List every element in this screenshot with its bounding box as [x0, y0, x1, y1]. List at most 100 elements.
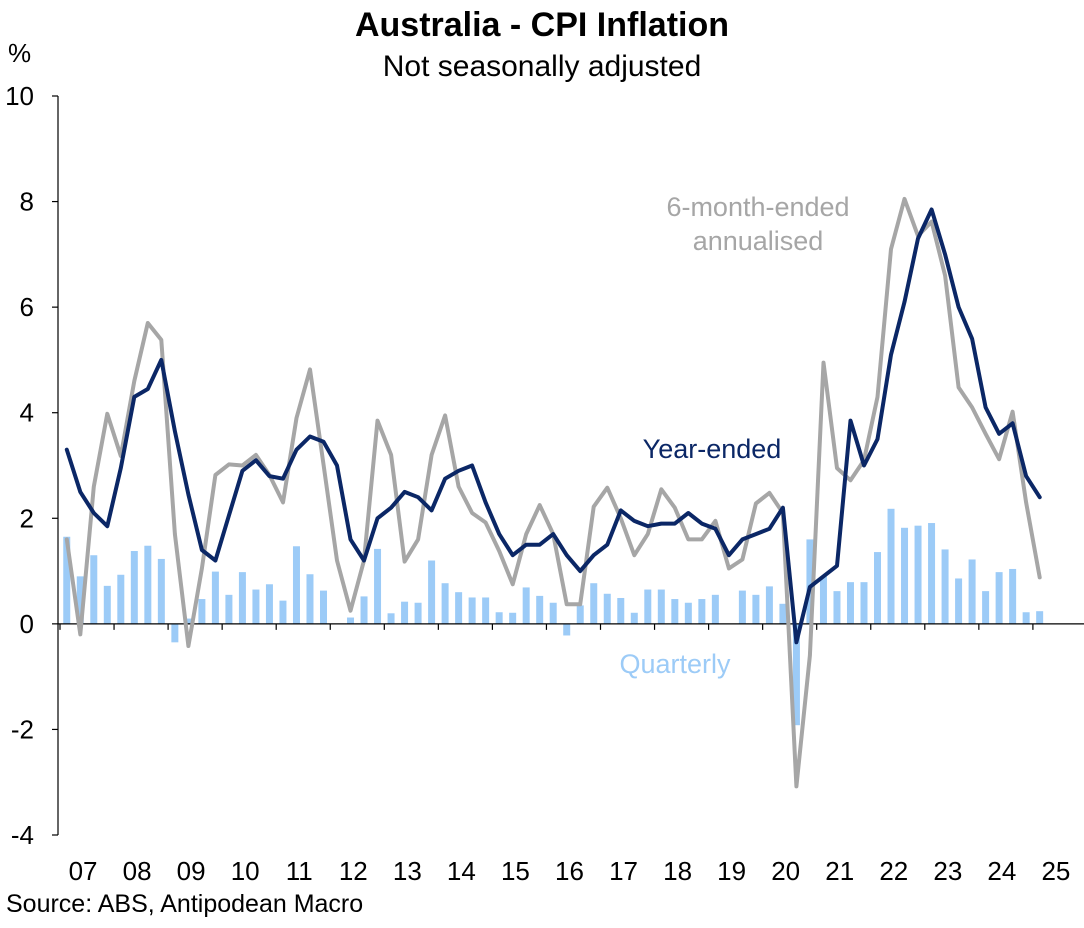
quarterly-bar: [252, 589, 260, 624]
quarterly-bar: [860, 582, 868, 624]
annotation-six_month: annualised: [693, 226, 824, 256]
quarterly-bar: [414, 602, 422, 624]
quarterly-bar: [792, 623, 800, 726]
x-tick-label: 22: [879, 856, 908, 886]
quarterly-bar: [779, 603, 787, 624]
annotation-six_month: 6-month-ended: [666, 192, 849, 222]
quarterly-bar: [387, 613, 395, 624]
x-tick-label: 11: [286, 856, 313, 886]
quarterly-bar: [522, 587, 530, 624]
y-tick-label: -2: [11, 714, 34, 744]
quarterly-bar: [549, 602, 557, 624]
quarterly-bar: [319, 590, 327, 624]
quarterly-bar: [130, 551, 138, 624]
annotation-quarterly: Quarterly: [619, 649, 731, 679]
quarterly-bar: [738, 590, 746, 624]
annotations: 6-month-ended annualised Year-ended Quarter…: [619, 192, 849, 679]
quarterly-bar: [941, 549, 949, 624]
quarterly-bar: [279, 600, 287, 624]
quarterly-bar: [509, 612, 517, 624]
quarterly-bar: [711, 594, 719, 624]
quarterly-bar: [225, 594, 233, 624]
y-tick-label: 4: [20, 398, 34, 428]
quarterly-bar: [306, 574, 314, 624]
quarterly-bar: [157, 558, 165, 624]
quarterly-bar: [441, 583, 449, 624]
quarterly-bar: [874, 552, 882, 624]
quarterly-bar: [103, 585, 111, 624]
x-tick-label: 10: [231, 856, 260, 886]
y-tick-label: 0: [20, 609, 34, 639]
x-tick-label: 18: [663, 856, 692, 886]
quarterly-bar: [590, 583, 598, 624]
quarterly-bar: [347, 617, 355, 624]
quarterly-bar: [955, 578, 963, 624]
quarterly-bar: [482, 597, 490, 624]
quarterly-bar: [184, 618, 192, 624]
x-tick-label: 13: [393, 856, 422, 886]
y-tick-label: 6: [20, 292, 34, 322]
chart-subtitle: Not seasonally adjusted: [382, 50, 702, 83]
x-tick-label: 23: [933, 856, 962, 886]
quarterly-bar: [901, 527, 909, 624]
quarterly-bar: [401, 601, 409, 624]
quarterly-bar: [1009, 568, 1017, 624]
quarterly-bar: [995, 572, 1003, 624]
quarterly-bar: [684, 602, 692, 624]
quarterly-bar: [603, 593, 611, 624]
axes: [52, 95, 1084, 836]
quarterly-bar: [76, 576, 84, 624]
quarterly-bar: [360, 596, 368, 624]
quarterly-bar: [671, 599, 679, 624]
x-tick-label: 08: [123, 856, 152, 886]
quarterly-bar: [455, 592, 463, 624]
x-tick-label: 20: [771, 856, 800, 886]
quarterly-bar: [198, 599, 206, 624]
x-tick-label: 25: [1041, 856, 1070, 886]
quarterly-bar: [144, 545, 152, 624]
y-tick-label: 10: [5, 81, 34, 111]
quarterly-bar: [468, 597, 476, 624]
x-tick-label: 19: [717, 856, 746, 886]
y-tick-label: 8: [20, 187, 34, 217]
quarterly-bar: [238, 572, 246, 624]
quarterly-bar: [265, 584, 273, 624]
quarterly-bar: [90, 555, 98, 624]
x-tick-label: 09: [177, 856, 206, 886]
x-tick-label: 14: [447, 856, 476, 886]
quarterly-bar: [846, 582, 854, 624]
quarterly-bars: [63, 508, 1044, 726]
quarterly-bar: [644, 589, 652, 624]
x-tick-label: 07: [69, 856, 98, 886]
quarterly-bar: [617, 597, 625, 624]
quarterly-bar: [752, 594, 760, 624]
y-axis-unit: %: [8, 38, 32, 68]
quarterly-bar: [495, 612, 503, 624]
six-month-annualised-line: [64, 196, 1042, 789]
quarterly-bar: [833, 591, 841, 624]
quarterly-bar: [968, 559, 976, 624]
x-tick-label: 24: [987, 856, 1016, 886]
quarterly-bar: [887, 508, 895, 624]
year-ended-line: [64, 207, 1042, 645]
quarterly-bar: [1036, 611, 1044, 624]
quarterly-bar: [806, 539, 814, 624]
quarterly-bar: [374, 548, 382, 624]
y-tick-label: -4: [11, 820, 34, 850]
quarterly-bar: [819, 576, 827, 624]
quarterly-bar: [914, 525, 922, 624]
quarterly-bar: [576, 605, 584, 624]
quarterly-bar: [657, 589, 665, 624]
quarterly-bar: [765, 586, 773, 624]
quarterly-bar: [630, 612, 638, 624]
quarterly-bar: [536, 595, 544, 624]
quarterly-bar: [928, 523, 936, 624]
quarterly-bar: [428, 560, 436, 624]
x-tick-label: 17: [609, 856, 638, 886]
chart-title: Australia - CPI Inflation: [354, 6, 730, 44]
quarterly-bar: [171, 623, 179, 643]
quarterly-bar: [117, 574, 125, 624]
quarterly-bar: [211, 571, 219, 624]
